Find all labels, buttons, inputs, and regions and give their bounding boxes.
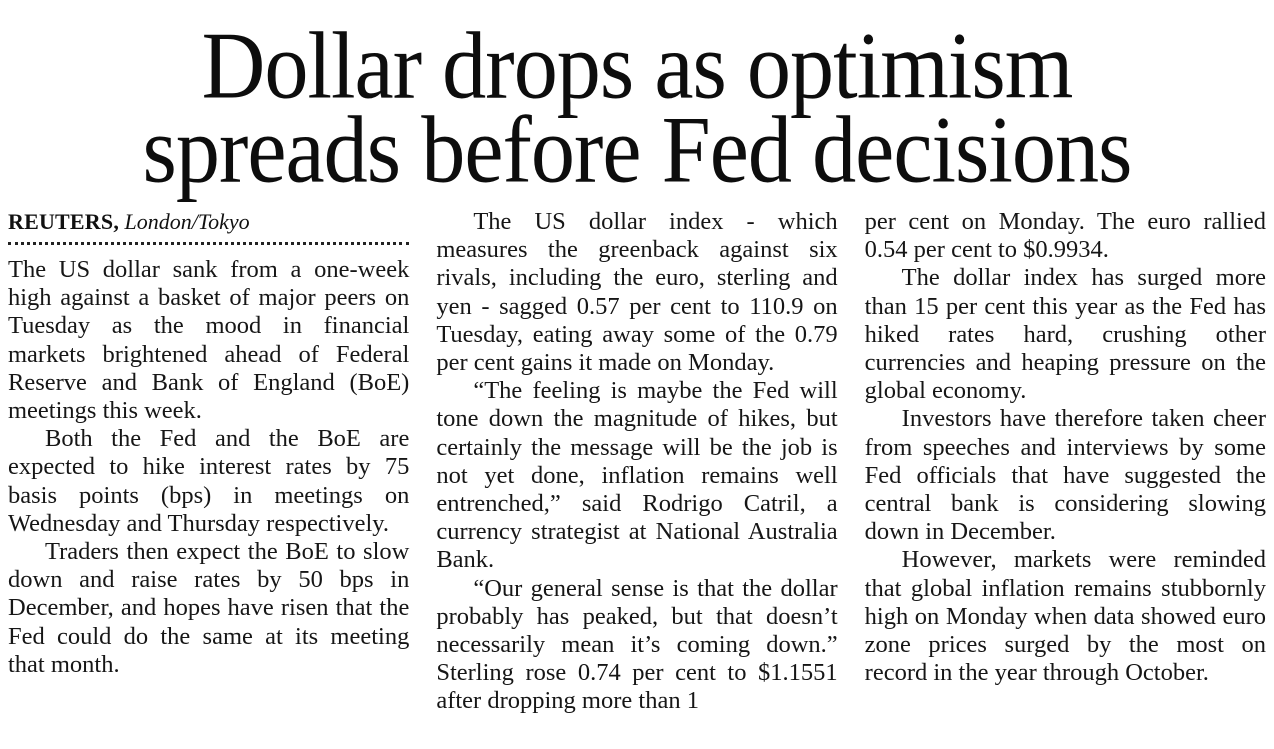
article-paragraph: Traders then expect the BoE to slow down… [8, 538, 410, 678]
article-column-2: The US dollar index - which measures the… [436, 208, 837, 716]
article-paragraph: The US dollar index - which measures the… [436, 208, 838, 377]
article-headline: Dollar drops as optimism spreads before … [8, 13, 1266, 197]
byline-source: REUTERS, [8, 209, 120, 234]
article-paragraph: Investors have therefore taken cheer fro… [864, 405, 1266, 546]
article-paragraph: Both the Fed and the BoE are expected to… [8, 425, 410, 537]
article-column-3: per cent on Monday. The euro rallied 0.5… [865, 208, 1266, 687]
article-column-1: REUTERS, London/Tokyo The US dollar sank… [8, 208, 410, 679]
article-paragraph: “Our general sense is that the dollar pr… [436, 574, 838, 715]
article-columns: REUTERS, London/Tokyo The US dollar sank… [8, 208, 1266, 716]
article-paragraph: However, markets were reminded that glob… [864, 546, 1266, 687]
headline-line-1: Dollar drops as optimism [201, 13, 1074, 119]
byline-dotted-divider [8, 242, 410, 245]
article-paragraph-continuation: per cent on Monday. The euro rallied 0.5… [864, 208, 1266, 264]
byline: REUTERS, London/Tokyo [8, 208, 409, 235]
headline-line-2: spreads before Fed decisions [142, 97, 1132, 203]
newspaper-article-page: Dollar drops as optimism spreads before … [0, 13, 1274, 749]
article-paragraph: The dollar index has surged more than 15… [864, 264, 1266, 405]
article-paragraph: The US dollar sank from a one-week high … [8, 256, 410, 425]
byline-location: London/Tokyo [124, 209, 250, 234]
article-paragraph: “The feeling is maybe the Fed will tone … [436, 377, 838, 574]
